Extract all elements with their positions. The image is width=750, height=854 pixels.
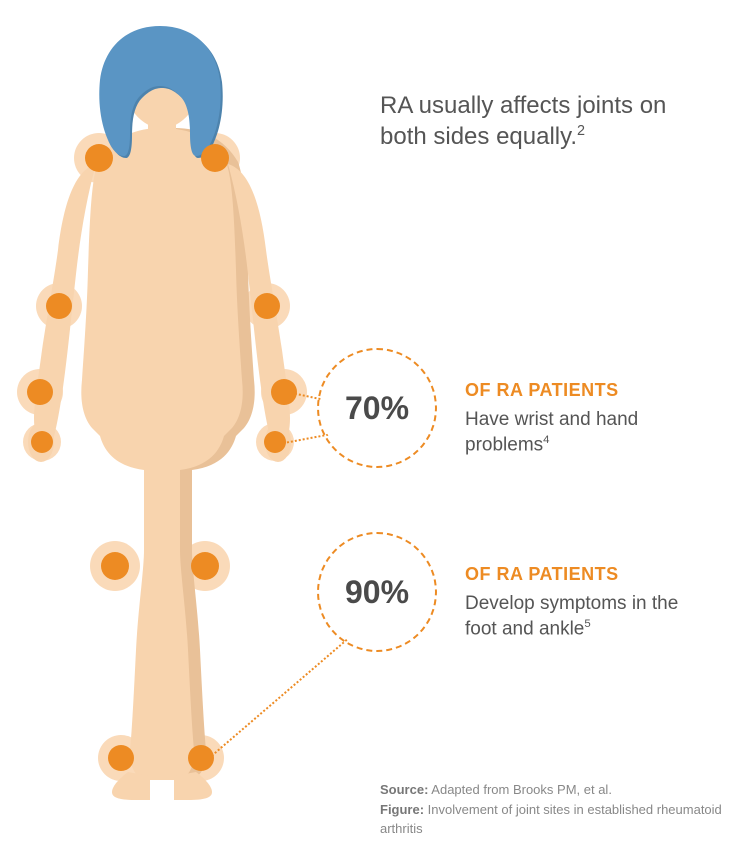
body-silhouette [20,10,320,810]
stat-circle: 90% [321,536,433,648]
joint-marker [46,293,72,319]
joint-marker [254,293,280,319]
joint-marker [201,144,229,172]
joint-marker [101,552,129,580]
joint-marker [264,431,286,453]
stat-description: Have wrist and hand problems4 [465,408,695,458]
joint-marker [27,379,53,405]
headline-text: RA usually affects joints on both sides … [380,90,710,152]
joint-marker [31,431,53,453]
stat-description: Develop symptoms in the foot and ankle5 [465,592,695,642]
joint-marker [85,144,113,172]
stat-label: OF RA PATIENTS [465,380,619,401]
stat-circle: 70% [321,352,433,464]
joint-marker [191,552,219,580]
source-citation: Source: Adapted from Brooks PM, et al.Fi… [380,780,740,839]
joint-marker [108,745,134,771]
stat-label: OF RA PATIENTS [465,564,619,585]
